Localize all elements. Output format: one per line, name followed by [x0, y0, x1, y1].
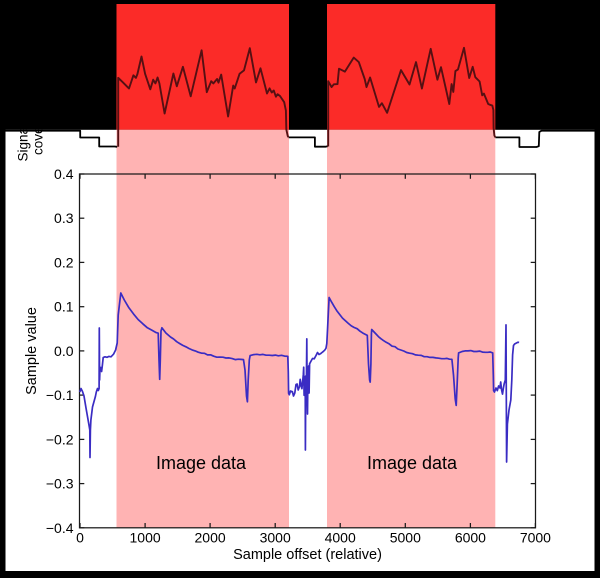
svg-text:Image data: Image data: [367, 453, 458, 473]
svg-text:Image data: Image data: [156, 453, 247, 473]
svg-text:Signal: Signal: [16, 124, 31, 162]
svg-text:5000: 5000: [390, 530, 421, 546]
svg-text:Sample offset (relative): Sample offset (relative): [233, 547, 382, 563]
svg-text:0.2: 0.2: [54, 254, 74, 270]
svg-text:−0.3: −0.3: [46, 476, 74, 492]
svg-text:−0.1: −0.1: [46, 387, 74, 403]
svg-text:4000: 4000: [325, 530, 356, 546]
svg-text:6000: 6000: [455, 530, 486, 546]
svg-text:2000: 2000: [195, 530, 226, 546]
svg-text:0.0: 0.0: [54, 343, 74, 359]
svg-text:0.3: 0.3: [54, 210, 74, 226]
svg-text:coverage: coverage: [31, 99, 46, 155]
svg-text:0: 0: [76, 530, 84, 546]
svg-text:−0.4: −0.4: [46, 520, 74, 536]
svg-text:1000: 1000: [130, 530, 161, 546]
svg-text:7000: 7000: [520, 530, 551, 546]
svg-text:−0.2: −0.2: [46, 431, 74, 447]
svg-text:0.4: 0.4: [54, 166, 74, 182]
svg-text:0.1: 0.1: [54, 299, 74, 315]
svg-text:3000: 3000: [260, 530, 291, 546]
svg-text:Sample value: Sample value: [24, 307, 40, 395]
